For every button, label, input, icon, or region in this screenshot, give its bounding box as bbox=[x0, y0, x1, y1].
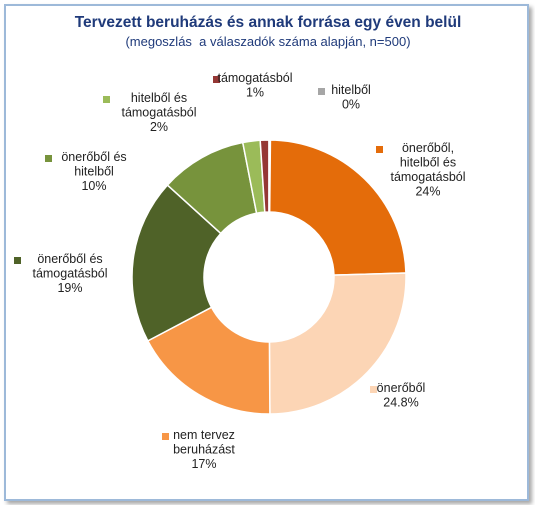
label-nem-tervez-beruhazast: nem tervez beruházást 17% bbox=[162, 428, 235, 471]
slice-name-line: támogatásból bbox=[217, 71, 292, 85]
slice-label-text: önerőből és támogatásból 19% bbox=[32, 252, 107, 295]
slice-onerobol-hitelbol-es-tamogatasbol bbox=[268, 139, 407, 276]
legend-marker bbox=[376, 146, 383, 153]
slice-label-text: támogatásból 1% bbox=[217, 71, 292, 100]
slice-name-line: hitelből bbox=[74, 165, 114, 179]
slice-value: 1% bbox=[246, 86, 264, 100]
slice-name-line: önerőből és bbox=[61, 150, 126, 164]
chart-frame bbox=[4, 4, 529, 501]
legend-marker bbox=[318, 88, 325, 95]
slice-labels: önerőből, hitelből és támogatásból 24%önerő… bbox=[14, 71, 466, 471]
slice-name-line: támogatásból bbox=[32, 267, 107, 281]
slice-name-line: támogatásból bbox=[121, 106, 196, 120]
slice-name-line: támogatásból bbox=[390, 170, 465, 184]
legend-marker bbox=[45, 155, 52, 162]
slice-value: 24% bbox=[415, 185, 440, 199]
label-hitelbol: hitelből 0% bbox=[318, 83, 371, 112]
label-onerobol: önerőből 24.8% bbox=[370, 381, 425, 410]
slice-name-line: önerőből, bbox=[402, 141, 454, 155]
label-onerobol-hitelbol-es-tamogatasbol: önerőből, hitelből és támogatásból 24% bbox=[376, 141, 466, 199]
legend-marker bbox=[213, 76, 220, 83]
slice-onerobol bbox=[268, 272, 407, 415]
slice-label-text: önerőből 24.8% bbox=[377, 381, 426, 410]
slice-name-line: önerőből és bbox=[37, 252, 102, 266]
slice-name-line: hitelből és bbox=[400, 156, 456, 170]
slice-value: 17% bbox=[191, 457, 216, 471]
slice-value: 10% bbox=[81, 179, 106, 193]
label-hitelbol-es-tamogatasbol: hitelből és támogatásból 2% bbox=[103, 91, 197, 134]
label-onerobol-es-tamogatasbol: önerőből és támogatásból 19% bbox=[14, 252, 108, 295]
donut-slices bbox=[131, 139, 407, 415]
slice-onerobol-es-tamogatasbol bbox=[131, 184, 222, 342]
slice-value: 0% bbox=[342, 98, 360, 112]
slice-label-text: önerőből és hitelből 10% bbox=[61, 150, 126, 193]
slice-label-text: önerőből, hitelből és támogatásból 24% bbox=[390, 141, 465, 199]
legend-marker bbox=[103, 96, 110, 103]
slice-name-line: nem tervez bbox=[173, 428, 235, 442]
legend-marker bbox=[370, 386, 377, 393]
slice-name-line: hitelből bbox=[331, 83, 371, 97]
legend-marker bbox=[14, 257, 21, 264]
slice-name-line: hitelből és bbox=[131, 91, 187, 105]
slice-value: 19% bbox=[57, 281, 82, 295]
slice-nem-tervez-beruhazast bbox=[146, 306, 271, 415]
slice-label-text: hitelből 0% bbox=[331, 83, 371, 112]
chart-title: Tervezett beruházás és annak forrása egy… bbox=[75, 14, 462, 31]
label-tamogatasbol: támogatásból 1% bbox=[213, 71, 293, 100]
slice-name-line: önerőből bbox=[377, 381, 426, 395]
slice-value: 2% bbox=[150, 120, 168, 134]
slice-value: 24.8% bbox=[383, 396, 418, 410]
legend-marker bbox=[162, 433, 169, 440]
slice-label-text: hitelből és támogatásból 2% bbox=[121, 91, 196, 134]
slice-name-line: beruházást bbox=[173, 443, 235, 457]
chart-subtitle: (megoszlás a válaszadók száma alapján, n… bbox=[125, 34, 410, 49]
slice-label-text: nem tervez beruházást 17% bbox=[173, 428, 235, 471]
label-onerobol-es-hitelbol: önerőből és hitelből 10% bbox=[45, 150, 127, 193]
slice-hitelbol bbox=[268, 139, 272, 213]
